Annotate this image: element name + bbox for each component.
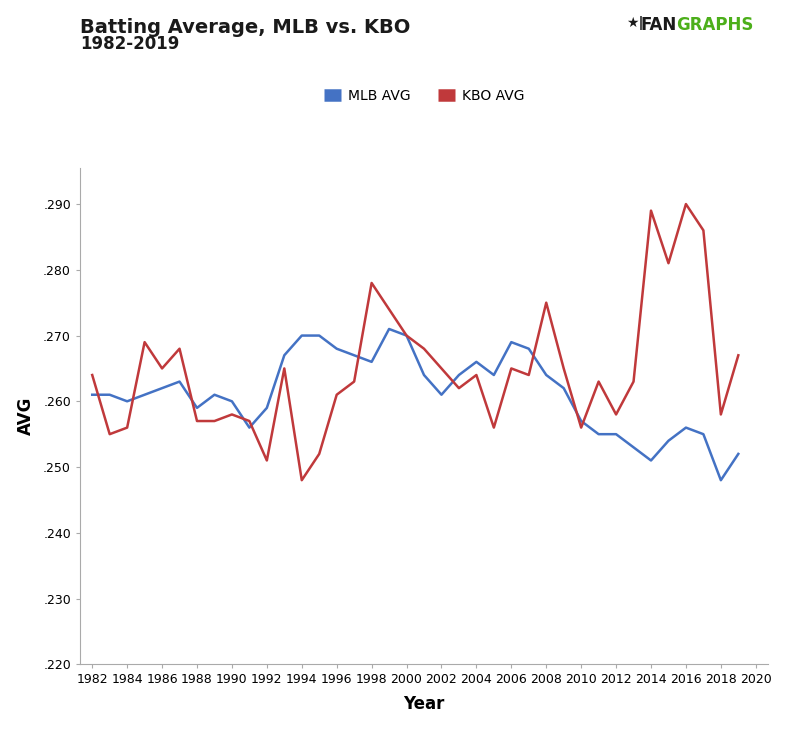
Text: Batting Average, MLB vs. KBO: Batting Average, MLB vs. KBO <box>80 18 410 37</box>
X-axis label: Year: Year <box>403 695 445 712</box>
Text: FAN: FAN <box>640 16 676 34</box>
Text: GRAPHS: GRAPHS <box>676 16 754 34</box>
Text: ★|: ★| <box>626 16 643 30</box>
Text: 1982-2019: 1982-2019 <box>80 35 179 53</box>
Legend: MLB AVG, KBO AVG: MLB AVG, KBO AVG <box>318 83 530 108</box>
Y-axis label: AVG: AVG <box>17 397 34 435</box>
